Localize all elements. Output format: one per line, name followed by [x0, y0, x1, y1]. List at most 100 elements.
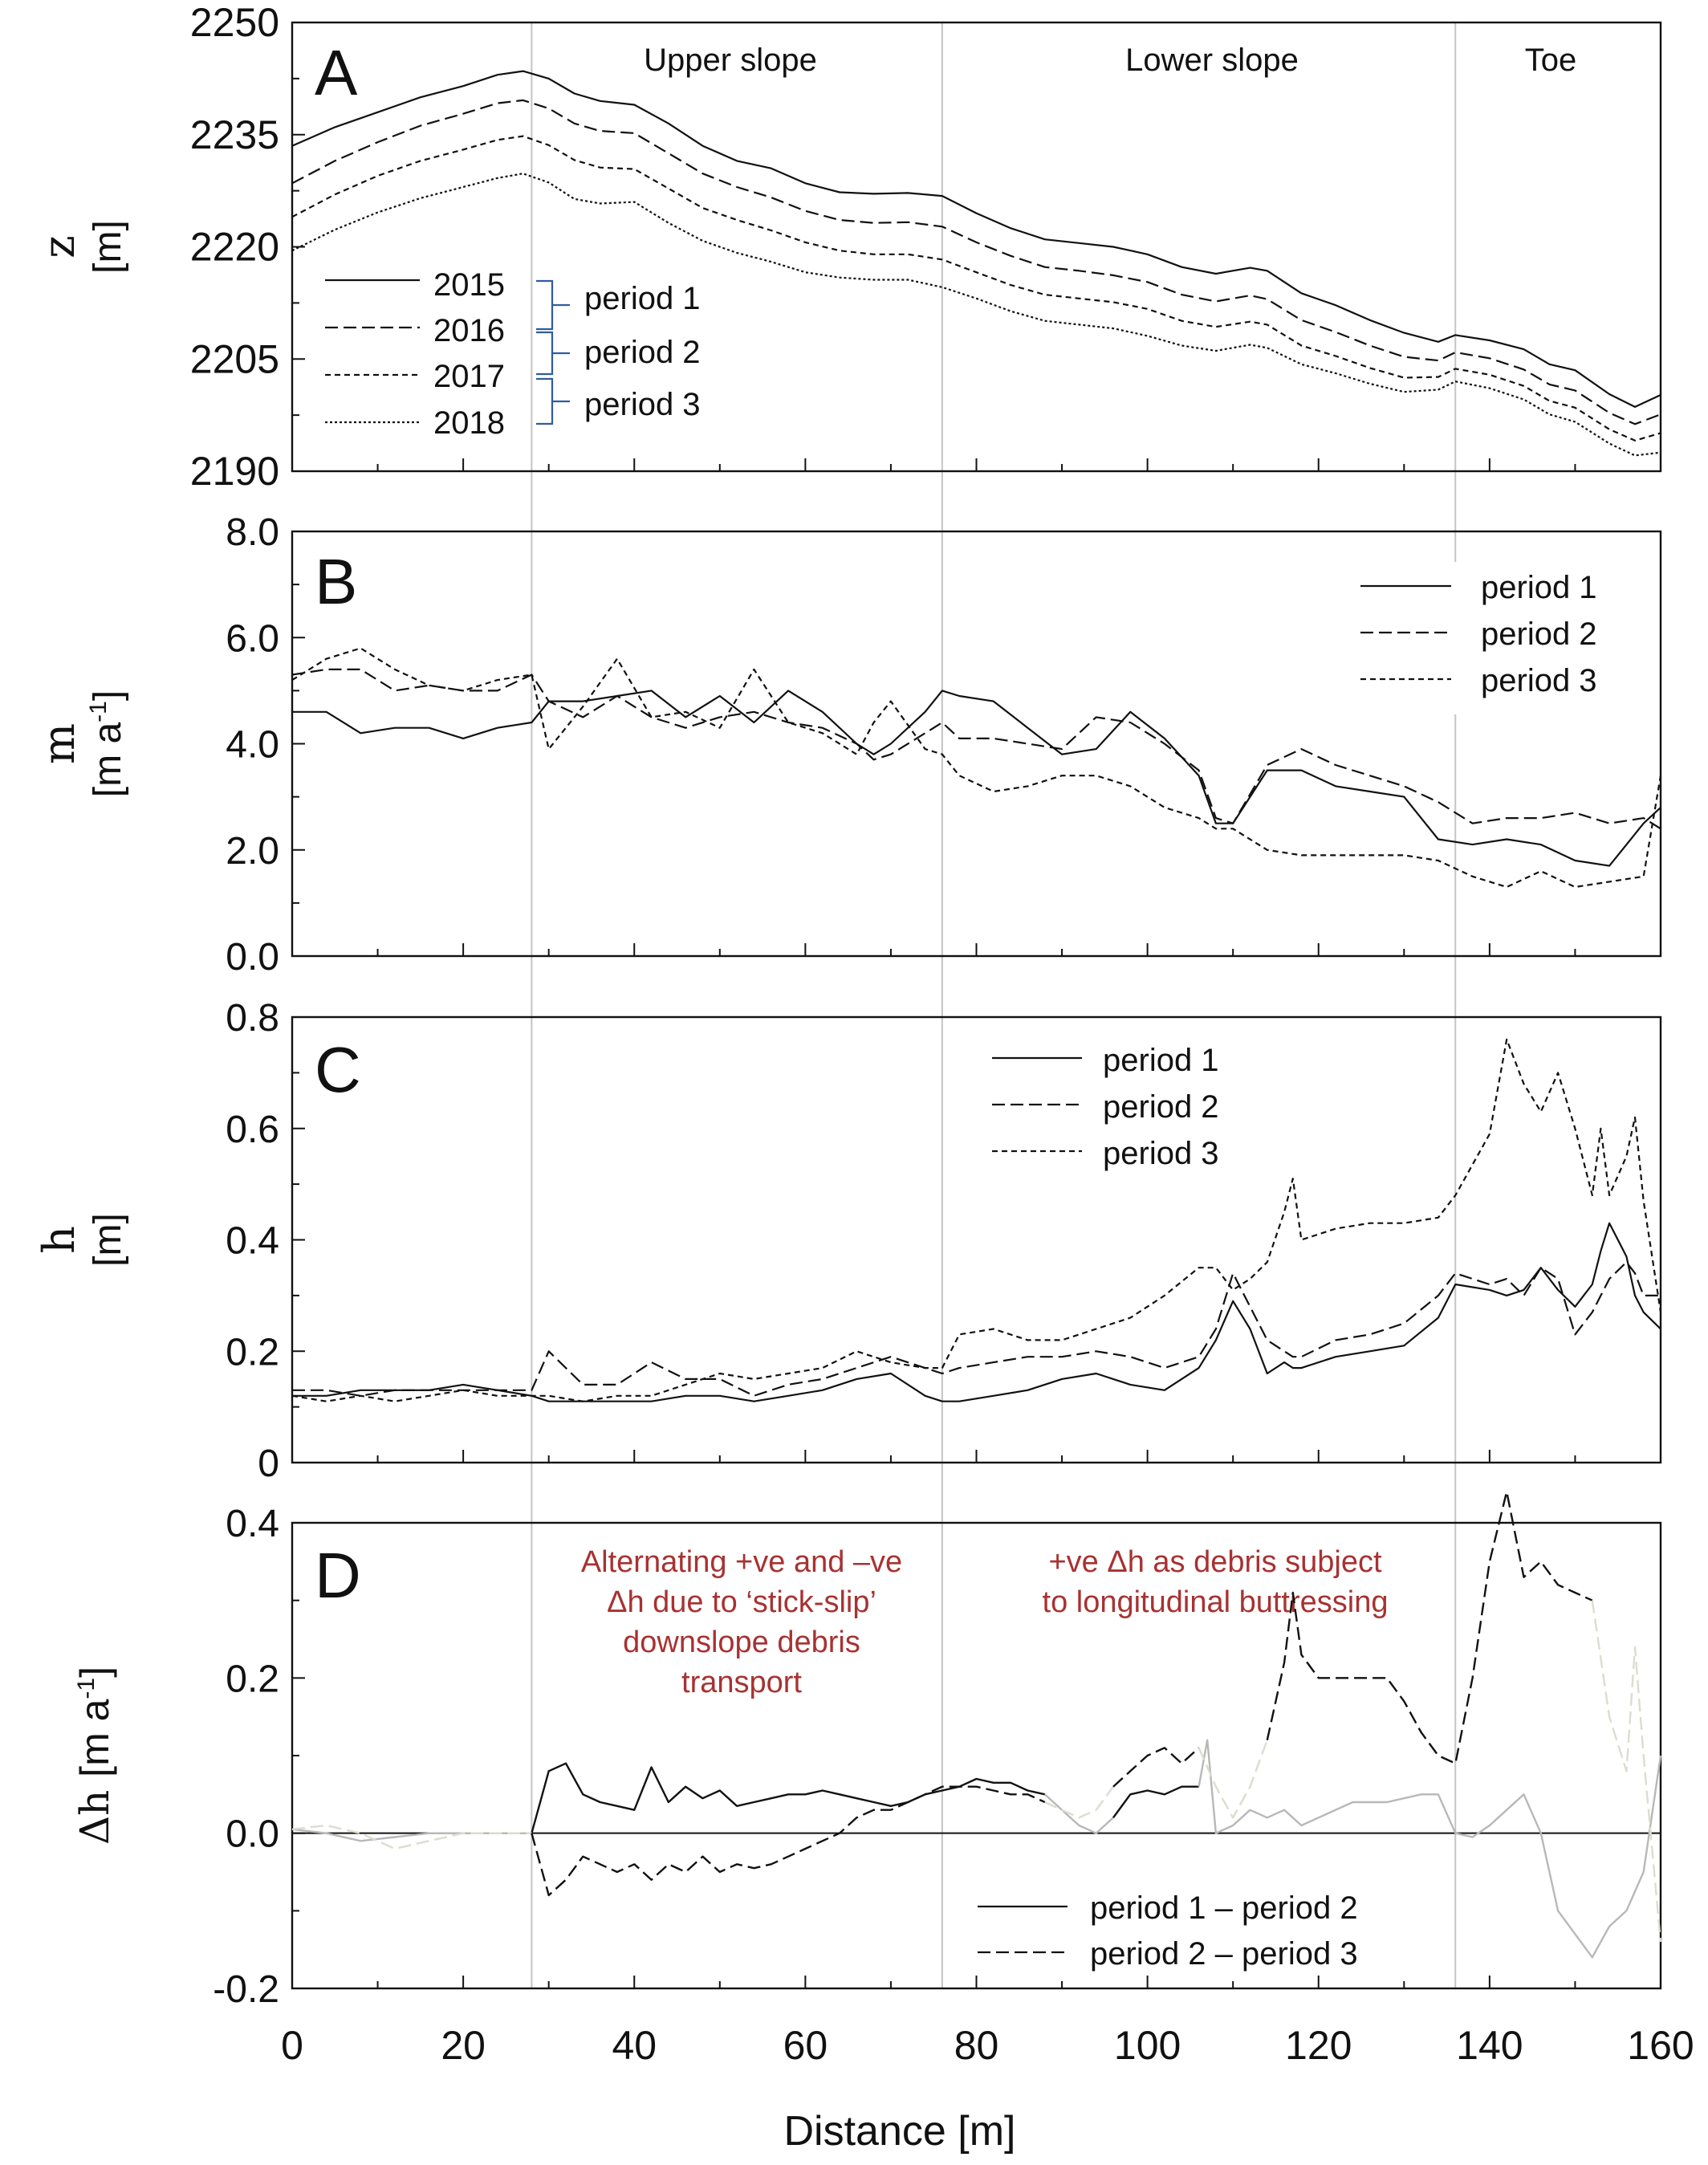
y-axis-symbol: m [34, 723, 84, 764]
series-segment-grey [1198, 1739, 1662, 1959]
section-label-toe: Toe [1525, 43, 1577, 78]
annotation-line: to longitudinal buttressing [1043, 1585, 1389, 1619]
panel-c-letter: C [315, 1034, 361, 1105]
y-tick-label: 2220 [190, 225, 279, 270]
annotation-line: Alternating +ve and –ve [581, 1545, 902, 1579]
y-tick-label: 0.6 [226, 1109, 279, 1151]
annotation-line: downslope debris [623, 1626, 860, 1659]
legend-label-period-2: period 2 [1481, 617, 1597, 652]
series-segment-grey [291, 1828, 532, 1842]
series-2017-line [291, 135, 1661, 442]
y-axis-label: Δh [m a-1] [71, 1666, 118, 1845]
annotation-line: transport [681, 1666, 802, 1699]
period-bracket-2 [536, 331, 570, 376]
period-3-label: period 3 [584, 387, 701, 422]
y-axis-symbol: h [34, 1226, 84, 1254]
y-tick-label: 2250 [190, 0, 279, 45]
y-axis-label: m [m a-1] [34, 690, 129, 797]
series-period-2-period-3 [291, 1491, 1662, 1943]
panel-b: B period 1 period 2 period 3 0.0 2.0 4.0 6.… [34, 511, 1662, 979]
x-tick-label: 60 [783, 2023, 828, 2068]
legend-label-period-2: period 2 [1103, 1089, 1219, 1125]
y-tick-label: 2190 [190, 449, 279, 494]
panel-d-legend: period 1 – period 2 period 2 – period 3 [978, 1890, 1358, 1972]
panel-b-letter: B [315, 546, 357, 617]
panel-c-legend: period 1 period 2 period 3 [992, 1043, 1219, 1171]
series-period-1-line [292, 690, 1661, 867]
series-segment-emphasis [1112, 1785, 1199, 1819]
y-tick-label: 0.0 [226, 936, 279, 979]
section-label-lower-slope: Lower slope [1125, 43, 1299, 78]
panel-a: A Upper slope Lower slope Toe 2015 2016 … [34, 0, 1662, 494]
series-period-2-line [292, 1261, 1661, 1397]
y-tick-label: 2235 [190, 112, 279, 157]
panel-a-letter: A [315, 37, 358, 108]
legend-label-2017: 2017 [433, 359, 505, 394]
y-tick-label: 6.0 [226, 617, 279, 660]
period-bracket-1 [536, 279, 570, 331]
series-segment-emphasis [1112, 1747, 1200, 1788]
y-axis-unit: [m] [87, 220, 129, 274]
y-tick-label: 0.0 [226, 1813, 279, 1856]
x-tick-label: 140 [1456, 2023, 1523, 2068]
y-axis-unit: [m a-1] [85, 690, 129, 797]
series-segment-grey [291, 1824, 532, 1850]
series-2015-line [291, 70, 1661, 408]
annotation-line: Δh due to ‘stick-slip’ [607, 1585, 876, 1619]
legend-label-period-3: period 3 [1103, 1136, 1219, 1171]
series-period-3-line [291, 1038, 1662, 1402]
annotation-line: +ve Δh as debris subject [1048, 1545, 1382, 1579]
y-axis-symbol: z [34, 235, 84, 258]
series-segment-grey [1591, 1600, 1662, 1943]
panel-d: D Alternating +ve and –ve Δh due to ‘sti… [71, 1491, 1662, 2011]
series-segment-emphasis [531, 1762, 1046, 1834]
y-axis-unit: [m] [87, 1213, 129, 1267]
legend-label-period-1: period 1 [1481, 570, 1597, 605]
legend-background [1356, 562, 1621, 714]
y-tick-label: 2205 [190, 336, 279, 381]
series-period-3-line [291, 647, 1662, 889]
section-boundaries [531, 22, 1457, 1988]
y-tick-label: 0.4 [226, 1503, 279, 1545]
x-tick-label: 160 [1627, 2023, 1694, 2068]
x-tick-label: 40 [612, 2023, 657, 2068]
y-tick-label: 0.2 [226, 1658, 279, 1700]
y-tick-label: 0.8 [226, 997, 279, 1040]
series-period-2-line [291, 668, 1661, 830]
x-tick-label: 20 [441, 2023, 486, 2068]
panel-c: C period 1 period 2 period 3 0 0.2 0.4 0.6 0… [34, 997, 1662, 1485]
x-tick-label: 120 [1285, 2023, 1352, 2068]
legend-label-2015: 2015 [433, 267, 505, 303]
y-tick-label: 8.0 [226, 511, 279, 554]
period-1-label: period 1 [584, 281, 701, 316]
series-segment-grey [1044, 1785, 1114, 1819]
y-axis-label: h [m] [34, 1213, 129, 1267]
y-axis-label-text: Δh [m a-1] [71, 1666, 118, 1845]
series-segment-emphasis [1266, 1491, 1593, 1764]
section-label-upper-slope: Upper slope [644, 43, 817, 78]
x-tick-label: 80 [954, 2023, 999, 2068]
legend-label-2016: 2016 [433, 313, 505, 348]
x-axis-label: Distance [m] [784, 2108, 1016, 2155]
legend-label-2018: 2018 [433, 405, 505, 441]
y-tick-label: 0.2 [226, 1331, 279, 1373]
legend-label-period-1: period 1 [1103, 1043, 1219, 1078]
annotation-buttressing: +ve Δh as debris subject to longitudinal… [1043, 1545, 1389, 1619]
x-tick-label: 0 [281, 2023, 303, 2068]
series-segment-grey [1043, 1793, 1114, 1834]
legend-label-p2-p3: period 2 – period 3 [1090, 1936, 1358, 1972]
series-segment-emphasis [531, 1785, 1046, 1897]
y-tick-label: 2.0 [226, 830, 279, 873]
legend-label-period-3: period 3 [1481, 663, 1597, 698]
series-segment-grey [1198, 1740, 1268, 1819]
y-axis-label: z [m] [34, 220, 129, 274]
period-2-label: period 2 [584, 335, 701, 370]
series-2018-line [291, 173, 1661, 457]
series-period-1-line [292, 1222, 1661, 1402]
panel-d-letter: D [315, 1540, 361, 1611]
y-tick-label: -0.2 [213, 1968, 279, 2011]
y-tick-label: 0 [258, 1443, 279, 1485]
legend-label-p1-p2: period 1 – period 2 [1090, 1890, 1358, 1926]
panel-b-legend: period 1 period 2 period 3 [1360, 570, 1597, 698]
